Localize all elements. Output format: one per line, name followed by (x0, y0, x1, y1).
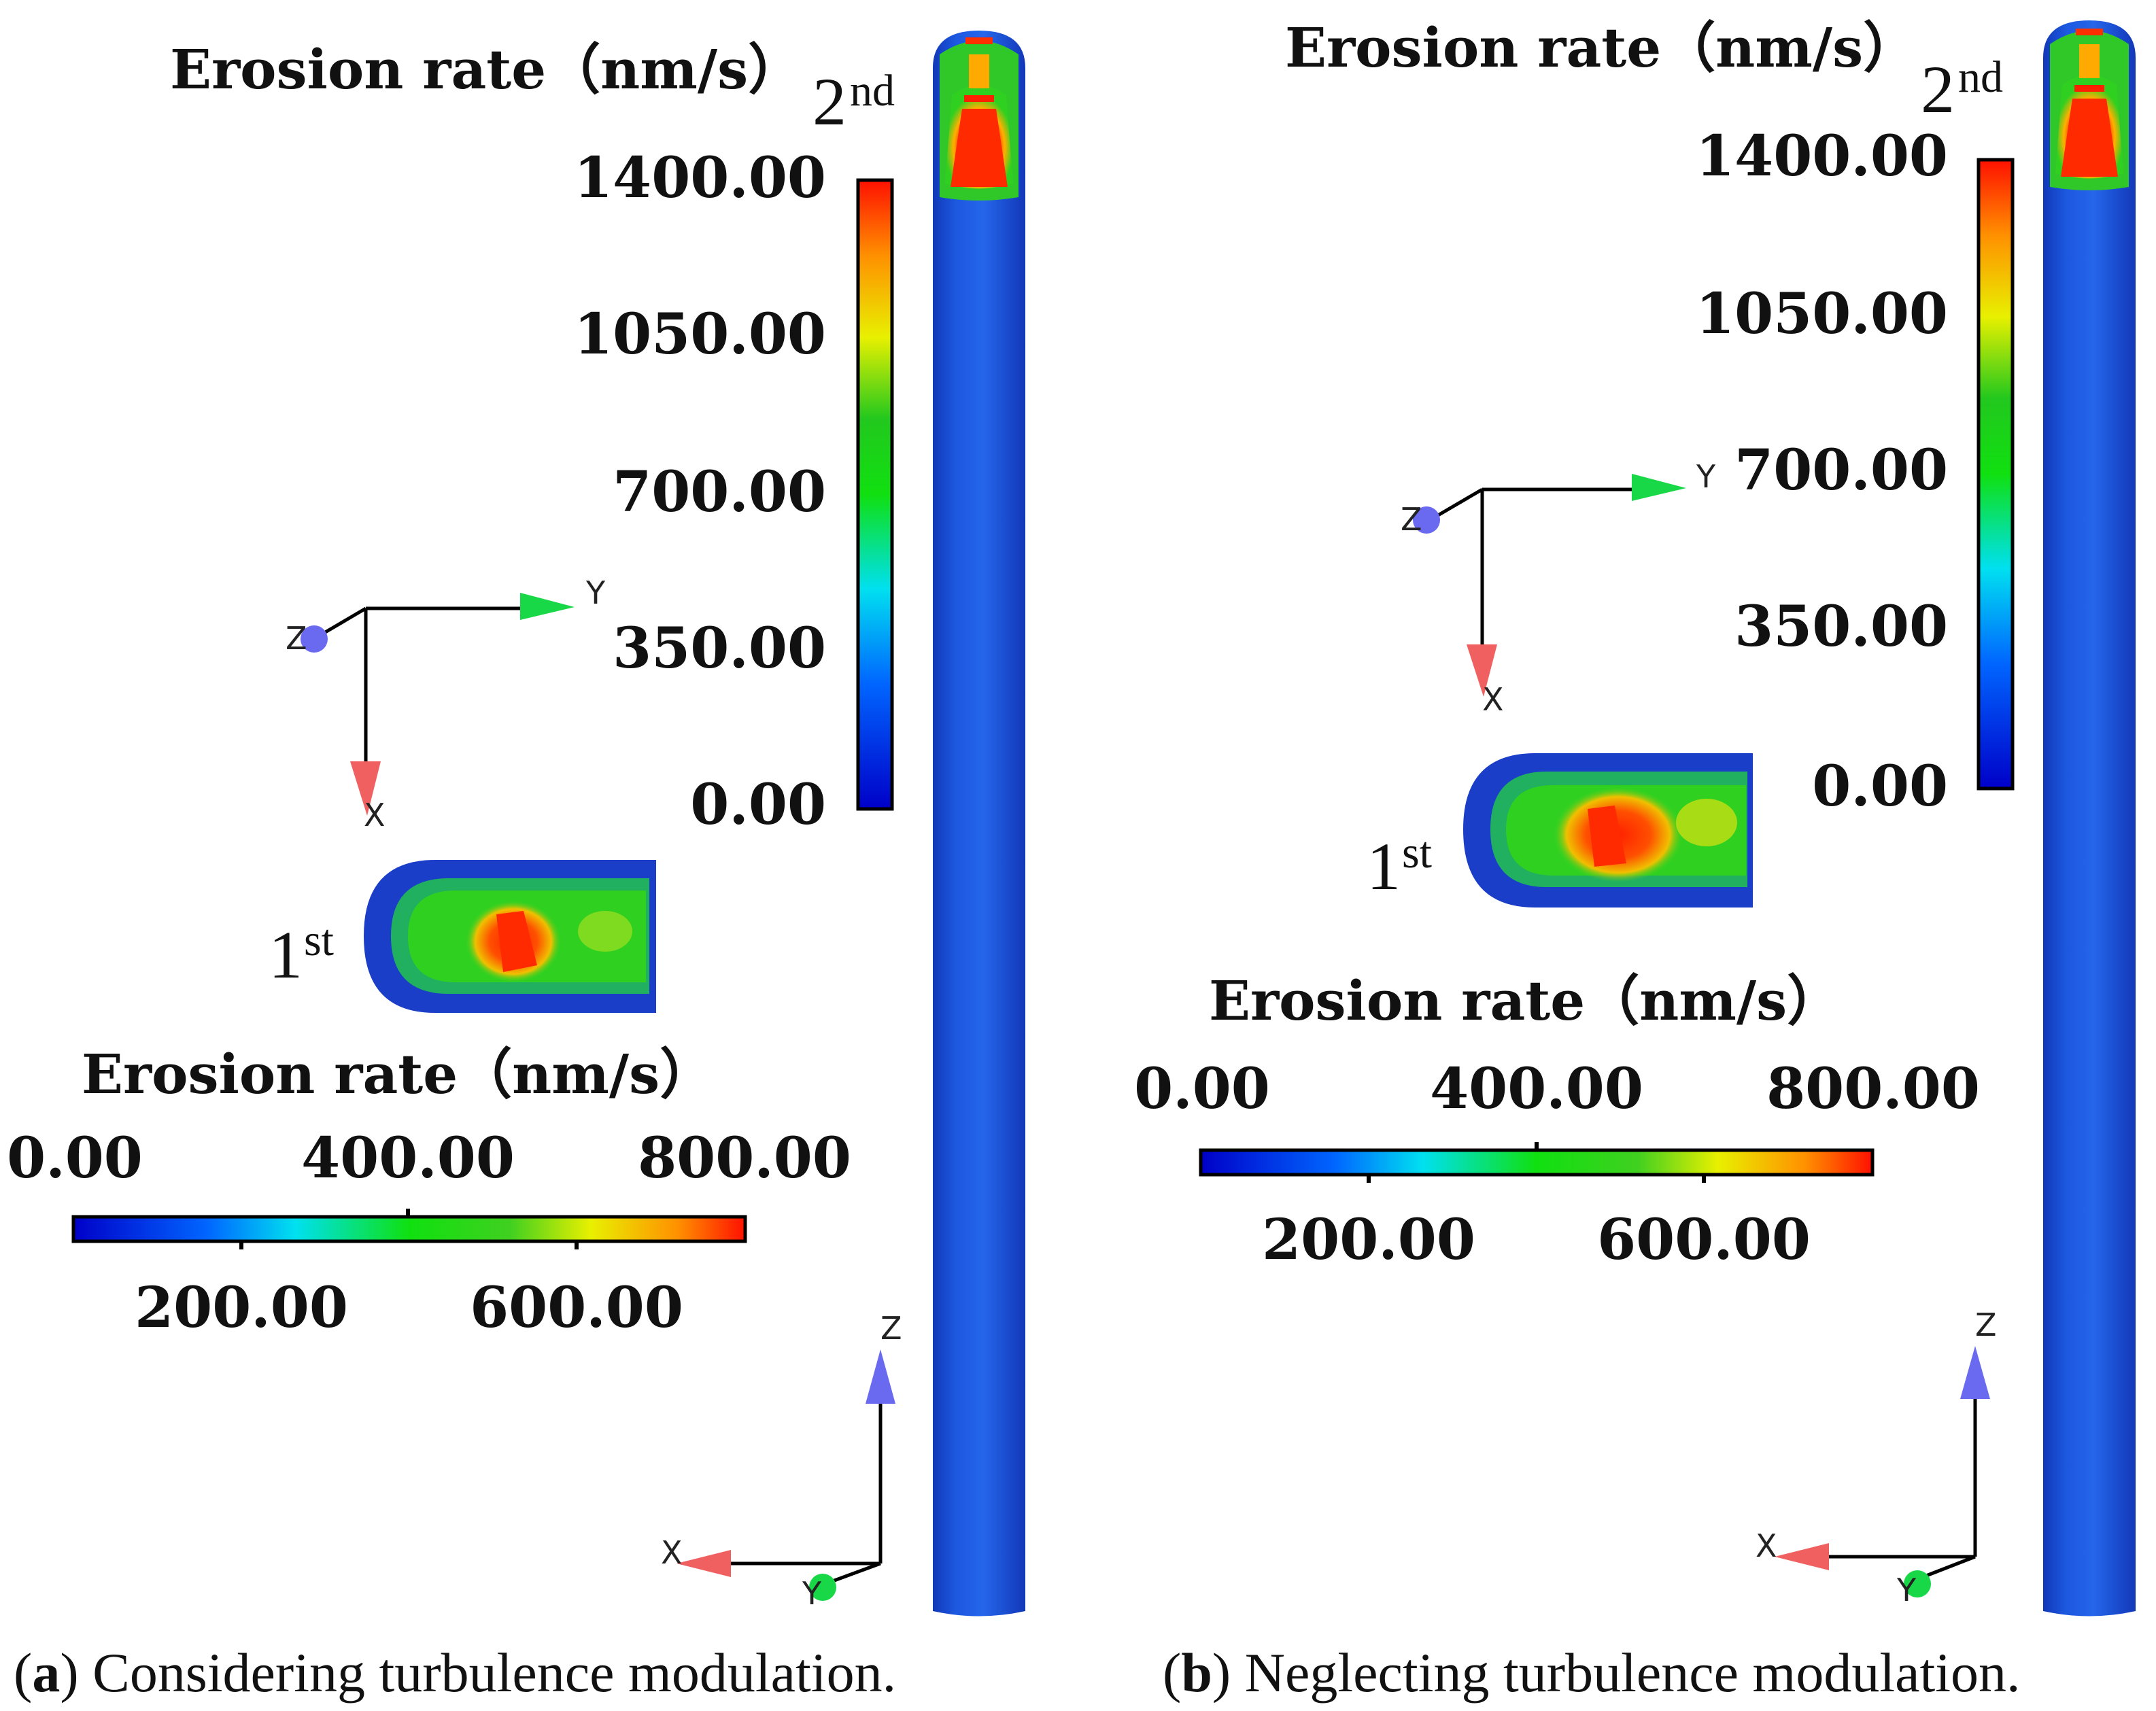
h-tick-400: 400.00 (301, 1126, 515, 1191)
h-tick-0-b: 0.00 (1134, 1056, 1270, 1122)
first-label-num-b: 1 (1367, 829, 1401, 904)
axis-bottom-x-b: X (1756, 1527, 1777, 1564)
second-label-sup: nd (850, 66, 895, 116)
colorbar-horizontal-ticks-bottom-b: 200.00 600.00 (1262, 1207, 1811, 1273)
v-tick-1050: 1050.00 (574, 302, 826, 367)
v-tick-1050-b: 1050.00 (1696, 281, 1948, 347)
axis-bottom-z-b: Z (1975, 1307, 1997, 1343)
caption-a-letter: a (32, 1642, 60, 1704)
first-label-sup-b: st (1402, 828, 1432, 878)
axis-bottom-z: Z (880, 1310, 902, 1347)
pipe-1st-elbow-b (1463, 753, 1753, 908)
h-tick-400-b: 400.00 (1430, 1056, 1643, 1122)
colorbar-horizontal (71, 1215, 747, 1243)
axis-bottom-x: X (661, 1534, 683, 1571)
caption-a: (a) Considering turbulence modulation. (14, 1642, 896, 1704)
second-label-sup-b: nd (1958, 52, 2003, 102)
axis-triad-top: Y X Z (286, 574, 606, 833)
colorbar-horizontal-b (1199, 1148, 1875, 1177)
h-tick-600: 600.00 (470, 1275, 683, 1341)
v-tick-700-b: 700.00 (1734, 438, 1948, 503)
v-tick-1400-b: 1400.00 (1696, 124, 1948, 189)
v-tick-350-b: 350.00 (1734, 594, 1948, 659)
h-tick-0: 0.00 (7, 1126, 143, 1191)
axis-triad-bottom-b: Z X Y (1756, 1307, 1997, 1608)
panel-b: Erosion rate（nm/s） 2 nd 1400.00 1050.00 … (1134, 16, 2136, 1704)
axis-top-x: X (364, 797, 386, 833)
colorbar-vertical-ticks-b: 1400.00 1050.00 700.00 350.00 0.00 (1696, 124, 1948, 819)
first-elbow-label: 1 st (269, 916, 334, 992)
axis-triad-bottom: Z X Y (661, 1310, 902, 1612)
second-elbow-label: 2 nd (812, 64, 895, 139)
axis-top-z: Z (286, 620, 307, 657)
colorbar-horizontal-ticks-top-b: 0.00 400.00 800.00 (1134, 1056, 1980, 1122)
caption-a-text: ) Considering turbulence modulation. (60, 1642, 896, 1704)
panel-a: Erosion rate（nm/s） 2 nd 1400.00 1050.00 … (7, 31, 1025, 1704)
second-label-num: 2 (812, 64, 846, 139)
caption-b: (b) Neglecting turbulence modulation. (1163, 1642, 2021, 1704)
legend-v-title-b: Erosion rate（nm/s） (1285, 16, 1917, 80)
v-tick-350: 350.00 (613, 616, 826, 681)
legend-h-title: Erosion rate（nm/s） (82, 1042, 714, 1106)
first-label-sup: st (304, 916, 334, 965)
colorbar-vertical (856, 178, 894, 811)
v-tick-0: 0.00 (690, 772, 826, 837)
axis-top-y: Y (585, 574, 606, 611)
caption-b-letter: b (1181, 1642, 1212, 1704)
colorbar-horizontal-ticks-bottom: 200.00 600.00 (135, 1275, 683, 1341)
colorbar-horizontal-ticks-top: 0.00 400.00 800.00 (7, 1126, 851, 1191)
pipe-2nd-elbow-b (2043, 20, 2136, 1617)
second-elbow-label-b: 2 nd (1921, 52, 2003, 127)
axis-bottom-y: Y (802, 1575, 822, 1612)
axis-top-z-b: Z (1401, 501, 1422, 538)
pipe-1st-elbow (364, 860, 656, 1013)
legend-h-title-b: Erosion rate（nm/s） (1209, 969, 1841, 1033)
h-tick-200-b: 200.00 (1262, 1207, 1475, 1273)
first-elbow-label-b: 1 st (1367, 828, 1432, 904)
v-tick-700: 700.00 (613, 460, 826, 525)
v-tick-0-b: 0.00 (1812, 754, 1948, 819)
axis-top-y-b: Y (1696, 458, 1716, 495)
second-label-num-b: 2 (1921, 52, 1955, 127)
axis-top-x-b: X (1482, 681, 1504, 718)
h-tick-800-b: 800.00 (1766, 1056, 1980, 1122)
h-tick-200: 200.00 (135, 1275, 348, 1341)
caption-b-text: ) Neglecting turbulence modulation. (1212, 1642, 2021, 1704)
axis-triad-top-b: Y X Z (1401, 458, 1716, 718)
colorbar-vertical-ticks: 1400.00 1050.00 700.00 350.00 0.00 (574, 145, 826, 837)
first-label-num: 1 (269, 917, 303, 992)
legend-v-title: Erosion rate（nm/s） (170, 37, 802, 101)
h-tick-600-b: 600.00 (1597, 1207, 1811, 1273)
colorbar-vertical-b (1977, 158, 2015, 791)
axis-bottom-y-b: Y (1896, 1572, 1917, 1608)
v-tick-1400: 1400.00 (574, 145, 826, 211)
h-tick-800: 800.00 (638, 1126, 851, 1191)
pipe-2nd-elbow (933, 31, 1025, 1617)
